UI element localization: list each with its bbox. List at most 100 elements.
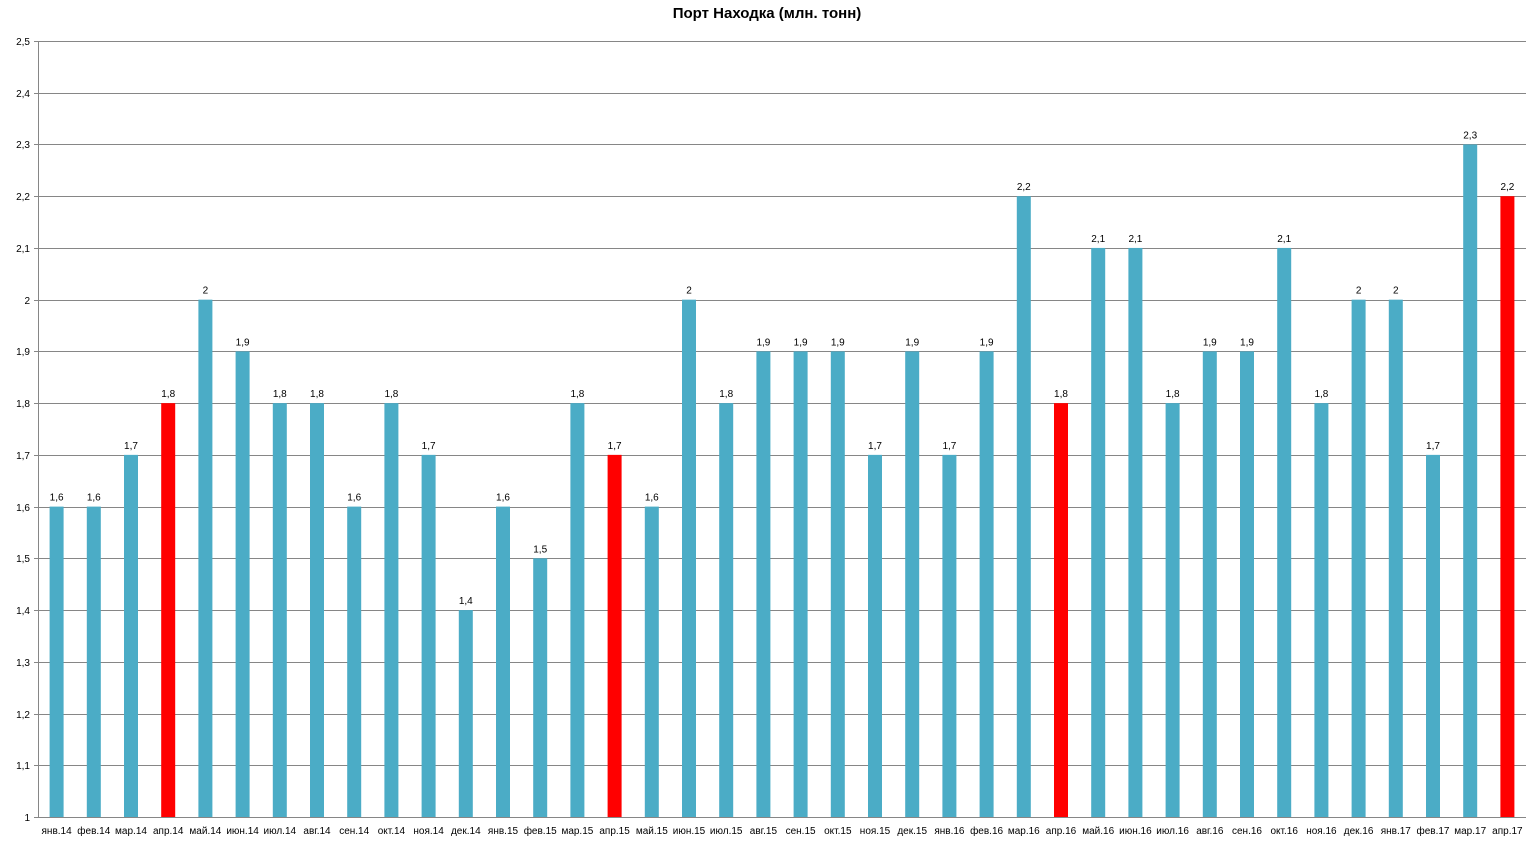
data-label: 1,8 [161,389,175,400]
bar [198,299,213,818]
y-tick-label: 1,3 [16,658,30,669]
x-tick-label: фев.14 [77,825,110,837]
chart-title: Порт Находка (млн. тонн) [672,5,862,22]
x-tick-label: сен.14 [339,826,369,837]
data-label: 2,2 [1500,182,1514,193]
data-label: 1,6 [87,493,101,504]
data-label: 1,7 [868,441,882,452]
bar [793,351,808,817]
data-label: 1,8 [1054,389,1068,400]
data-label: 1,7 [1426,441,1440,452]
bar [1314,403,1329,817]
x-tick-label: мар.17 [1454,826,1486,837]
x-tick-label: июн.16 [1119,826,1152,837]
x-tick-label: дек.15 [897,826,927,837]
data-label: 1,9 [980,337,994,348]
bar [644,506,659,817]
data-label: 1,9 [794,337,808,348]
data-label: 2,1 [1277,234,1291,245]
x-tick-label: янв.14 [42,826,73,837]
data-label: 1,9 [756,337,770,348]
x-tick-label: янв.15 [488,826,519,837]
y-tick-label: 2 [24,296,30,307]
data-label: 1,4 [459,596,473,607]
data-label: 1,9 [831,337,845,348]
bar [1091,247,1106,817]
bar [1165,403,1180,817]
bar [1277,247,1292,817]
bar [682,299,696,818]
data-label: 1,7 [608,441,622,452]
data-label: 2,3 [1463,130,1477,141]
bar [1500,196,1515,817]
y-tick-label: 1,1 [16,761,30,772]
data-label: 2,2 [1017,182,1031,193]
bar [533,558,548,817]
data-label: 1,9 [905,337,919,348]
x-tick-label: дек.16 [1344,826,1374,837]
y-tick-label: 1,7 [16,451,30,462]
data-label: 2,1 [1128,234,1142,245]
data-labels: 1,6 1,6 1,7 1,8 2 1,9 1,8 1,8 1,6 1,8 1,7 1,4 1,6 1,5… [50,130,1515,607]
bar [607,454,622,817]
bar [1202,351,1217,817]
y-tick-label: 2,4 [16,89,30,100]
data-label: 1,7 [422,441,436,452]
bar [756,351,771,817]
y-tick-label: 2,3 [16,140,30,151]
bar [570,403,585,817]
x-tick-label: фев.17 [1416,825,1449,837]
y-tick-label: 1,5 [16,554,30,565]
data-label: 1,6 [496,493,510,504]
x-tick-label: янв.17 [1381,826,1412,837]
y-tick-label: 1,6 [16,503,30,514]
x-tick-label: окт.16 [1270,826,1298,837]
bar [235,351,250,817]
y-tick-label: 1,4 [16,606,30,617]
bar [868,454,882,817]
x-tick-label: апр.17 [1492,826,1523,837]
bar [124,454,138,817]
data-label: 2 [1356,286,1362,297]
data-label: 2,1 [1091,234,1105,245]
data-label: 1,7 [942,441,956,452]
bar [1426,454,1440,817]
x-tick-label: фев.16 [970,825,1003,837]
x-tick-label: июл.14 [263,826,296,837]
x-tick-label: авг.16 [1196,826,1224,837]
x-tick-label: сен.16 [1232,826,1262,837]
data-label: 1,9 [1203,337,1217,348]
y-tick-label: 2,2 [16,192,30,203]
x-tick-label: июл.16 [1156,826,1189,837]
data-label: 2 [203,286,209,297]
x-tick-label: янв.16 [934,826,965,837]
x-tick-label: ноя.14 [413,826,444,837]
bar [86,506,101,817]
x-tick-label: авг.14 [303,826,331,837]
data-label: 2 [1393,286,1399,297]
data-label: 1,8 [273,389,287,400]
y-tick-label: 1,9 [16,347,30,358]
data-label: 2 [686,286,692,297]
bar [1240,351,1254,817]
bar [458,610,473,817]
bar [49,506,64,817]
x-tick-label: июн.15 [673,826,706,837]
data-label: 1,9 [1240,337,1254,348]
data-label: 1,6 [645,493,659,504]
bar [1463,144,1478,817]
bar [942,454,957,817]
x-tick-label: фев.15 [524,825,557,837]
bar [347,506,362,817]
bar [161,403,176,817]
bar [421,454,436,817]
x-tick-label: авг.15 [750,826,778,837]
x-tick-label: апр.16 [1046,826,1077,837]
bar [1016,196,1031,817]
y-tick-label: 2,5 [16,37,30,48]
data-label: 1,9 [236,337,250,348]
bar [1388,299,1403,818]
x-tick-label: сен.15 [786,826,816,837]
x-tick-label: июл.15 [710,826,743,837]
